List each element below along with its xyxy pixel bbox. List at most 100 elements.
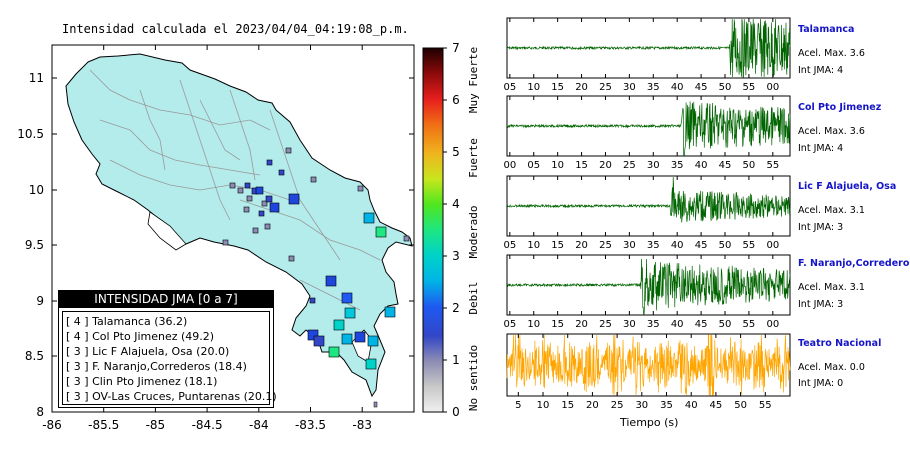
- trace-tick-label: 10: [527, 319, 540, 330]
- legend-title: INTENSIDAD JMA [0 a 7]: [59, 291, 273, 308]
- trace-tick-label: 15: [551, 240, 564, 251]
- colorbar-tick-label: 3: [452, 249, 460, 263]
- station-marker: [252, 227, 259, 234]
- map-frame: [51, 44, 415, 413]
- y-tick-label: 8.5: [25, 349, 44, 363]
- trace-tick-label: 30: [623, 240, 636, 251]
- station-marker: [325, 275, 337, 287]
- colorbar-tick-label: 4: [452, 197, 460, 211]
- trace-tick-label: 50: [743, 160, 756, 171]
- trace-tick-label: 55: [743, 319, 756, 330]
- map-y-axis: 11 10.5 10 9.5 9 8.5 8: [17, 71, 414, 419]
- trace-tick-label: 00: [766, 82, 779, 93]
- x-tick-label: -85.5: [88, 418, 119, 432]
- station-marker: [222, 239, 229, 246]
- colorbar-tick-label: 5: [452, 145, 460, 159]
- trace-acel: Acel. Max. 0.0: [798, 362, 865, 373]
- station-marker: [344, 307, 356, 319]
- legend-item: [ 3 ] OV-Las Cruces, Puntarenas (20.1): [66, 390, 277, 403]
- trace-tick-label: 15: [561, 400, 574, 411]
- x-tick-label: -83.5: [295, 418, 326, 432]
- colorbar-category-label: Fuerte: [467, 138, 480, 178]
- colorbar-tick-label: 0: [452, 405, 460, 419]
- trace-tick-label: 40: [671, 319, 684, 330]
- trace-tick-label: 35: [647, 240, 660, 251]
- station-marker: [328, 346, 340, 358]
- y-tick-label: 9.5: [25, 238, 44, 252]
- station-marker: [307, 329, 319, 341]
- station-marker: [265, 195, 273, 203]
- intensity-legend: INTENSIDAD JMA [0 a 7] [ 4 ] Talamanca (…: [58, 290, 277, 408]
- trace-panel: 00 05 10 15 20 25 30 35 40 45 50 55: [503, 95, 791, 171]
- station-marker: [313, 335, 325, 347]
- trace-acel: Acel. Max. 3.6: [798, 48, 865, 59]
- boundaries: [89, 69, 381, 311]
- trace-tick-label: 05: [503, 82, 516, 93]
- trace-station-name: F. Naranjo,Correderos: [798, 258, 910, 269]
- trace-tick-label: 05: [527, 160, 540, 171]
- station-marker: [278, 169, 285, 176]
- y-tick-label: 9: [36, 294, 44, 308]
- trace-tick-label: 20: [575, 319, 588, 330]
- station-markers[interactable]: [222, 147, 410, 408]
- station-marker: [309, 297, 316, 304]
- trace-tick-label: 40: [695, 160, 708, 171]
- station-marker: [363, 212, 375, 224]
- map-x-axis: -86 -85.5 -85 -84.5 -84 -83.5 -83: [42, 45, 372, 432]
- trace-panel: 5 10 15 20 25 30 35 40 45 50 55: [506, 333, 791, 411]
- station-marker: [266, 159, 273, 166]
- station-marker: [244, 182, 251, 189]
- x-tick-label: -84.5: [192, 418, 223, 432]
- colorbar-tick-label: 2: [452, 301, 460, 315]
- trace-int: Int JMA: 3: [798, 299, 844, 310]
- trace-tick-label: 45: [695, 82, 708, 93]
- trace-tick-label: 55: [743, 82, 756, 93]
- station-marker: [243, 206, 250, 213]
- trace-acel: Acel. Max. 3.1: [798, 282, 865, 293]
- station-marker: [403, 235, 410, 242]
- trace-tick-label: 55: [743, 240, 756, 251]
- waveform-traces: 05 10 15 20 25 30 35 40 45 50 55 00 00 05 10 15 20 25 30 35…: [503, 17, 791, 411]
- station-marker: [367, 335, 379, 347]
- y-tick-label: 8: [36, 405, 44, 419]
- trace-station-name: Teatro Nacional: [798, 338, 882, 349]
- waveform-line: [506, 18, 791, 78]
- trace-tick-label: 10: [527, 82, 540, 93]
- trace-tick-label: 05: [503, 240, 516, 251]
- trace-tick-label: 30: [635, 400, 648, 411]
- trace-tick-label: 25: [599, 82, 612, 93]
- trace-tick-label: 10: [551, 160, 564, 171]
- trace-tick-label: 45: [695, 240, 708, 251]
- trace-tick-label: 45: [695, 319, 708, 330]
- trace-int: Int JMA: 0: [798, 378, 844, 389]
- trace-acel: Acel. Max. 3.1: [798, 205, 865, 216]
- colorbar-category-label: Muy Fuerte: [467, 47, 480, 113]
- colorbar-tick-label: 7: [452, 41, 460, 55]
- station-marker: [365, 358, 377, 370]
- colorbar-tick-label: 1: [452, 353, 460, 367]
- station-marker: [237, 187, 244, 194]
- trace-tick-label: 35: [647, 319, 660, 330]
- station-marker: [333, 319, 345, 331]
- trace-station-name: Talamanca: [798, 24, 855, 35]
- x-tick-label: -83: [352, 418, 372, 432]
- trace-tick-label: 30: [623, 82, 636, 93]
- trace-tick-label: 55: [766, 160, 779, 171]
- y-tick-label: 10: [29, 183, 44, 197]
- station-marker: [373, 401, 378, 408]
- station-marker: [229, 182, 236, 189]
- legend-item: [ 4 ] Talamanca (36.2): [66, 315, 188, 328]
- trace-int: Int JMA: 4: [798, 143, 844, 154]
- trace-tick-label: 30: [623, 319, 636, 330]
- trace-tick-label: 00: [766, 240, 779, 251]
- colorbar-ticks: 0 1 2 3 4 5 6 7: [443, 41, 460, 419]
- trace-tick-label: 20: [586, 400, 599, 411]
- trace-tick-label: 40: [685, 400, 698, 411]
- trace-tick-label: 40: [671, 240, 684, 251]
- x-tick-label: -86: [42, 418, 62, 432]
- nicoya-gulf: [147, 211, 187, 251]
- waveform-line: [506, 101, 791, 156]
- map-title: Intensidad calculada el 2023/04/04_04:19…: [62, 22, 409, 36]
- trace-tick-label: 10: [537, 400, 550, 411]
